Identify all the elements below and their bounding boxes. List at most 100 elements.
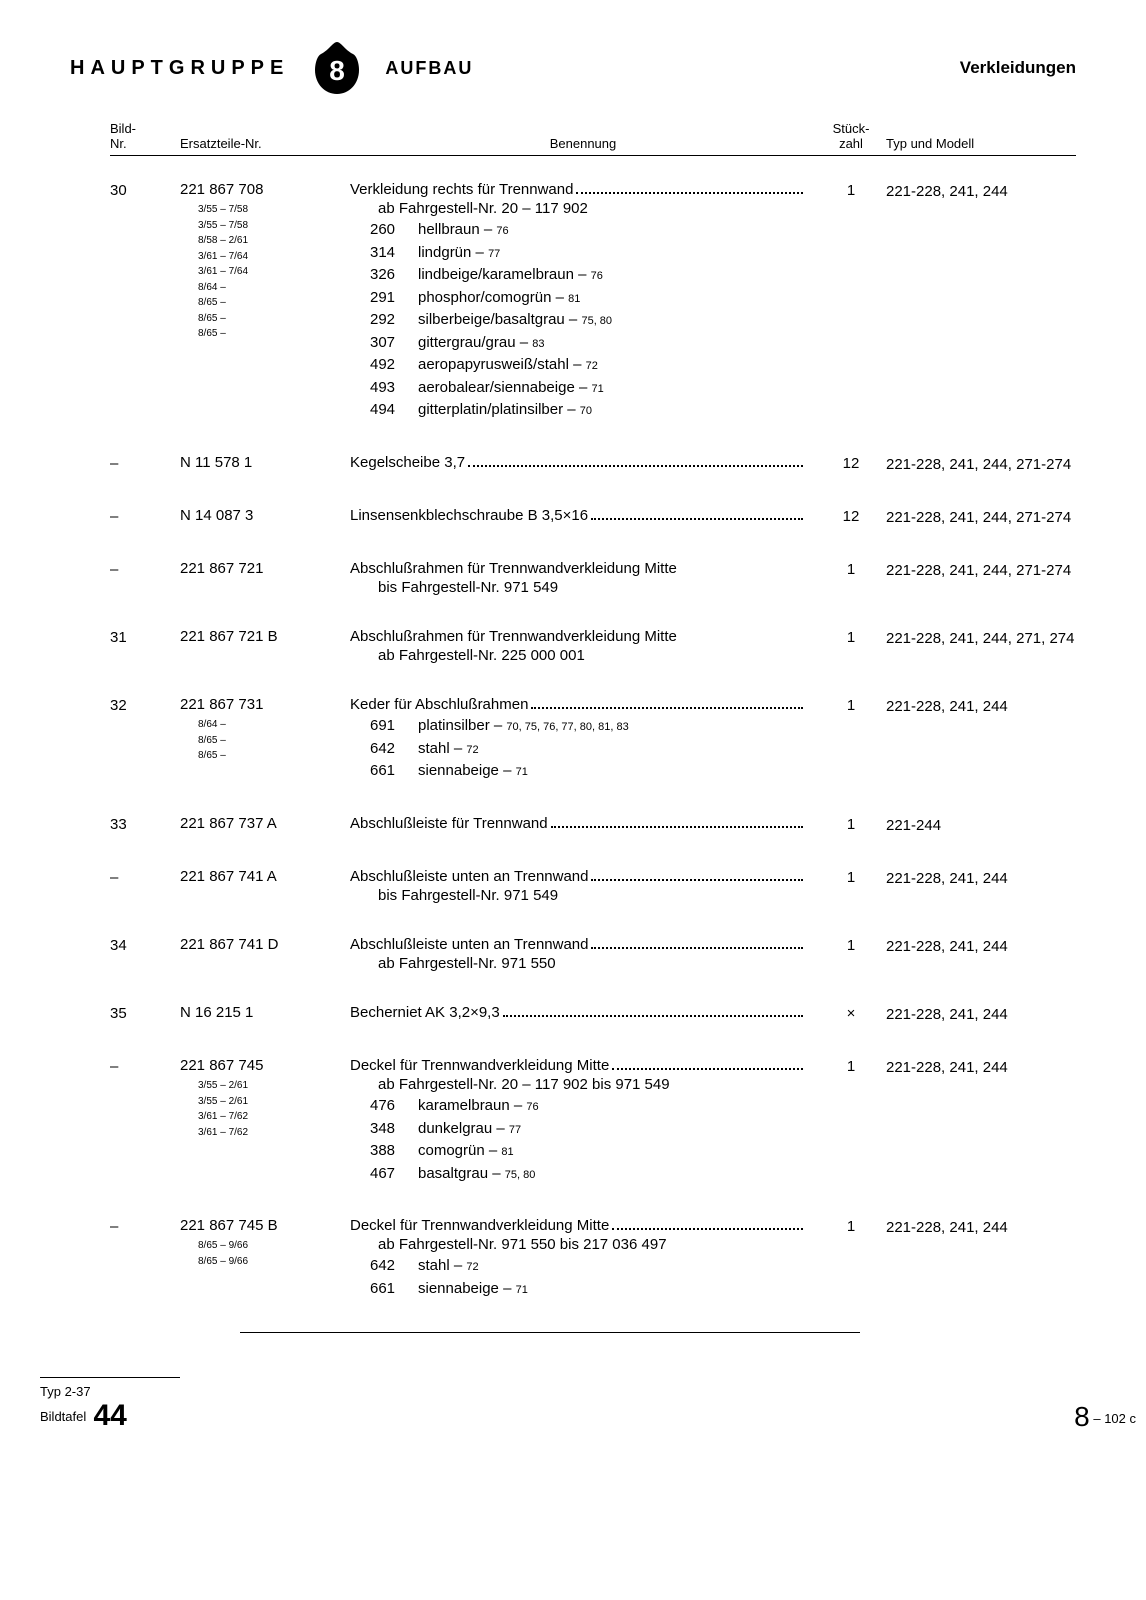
stueckzahl: 1 (816, 868, 886, 904)
bild-nr: 31 (110, 628, 180, 664)
stueckzahl: 1 (816, 181, 886, 422)
color-code: 314 (370, 242, 418, 265)
ben-subs: 260hellbraun – 76314lindgrün – 77326lind… (350, 219, 806, 422)
footer-right: 8 – 102 c (1074, 1401, 1136, 1433)
table-row: 31221 867 721 BAbschlußrahmen für Trennw… (110, 628, 1076, 664)
color-desc: siennabeige – 71 (418, 1278, 528, 1301)
ersatzteile: 221 867 741 D (180, 936, 350, 972)
color-code: 307 (370, 332, 418, 355)
color-code: 291 (370, 287, 418, 310)
ben-text: Abschlußleiste unten an Trennwand (350, 868, 588, 885)
stueckzahl: × (816, 1004, 886, 1025)
col-stk: Stück-zahl (816, 121, 886, 151)
ersatzteile: 221 867 741 A (180, 868, 350, 904)
ben-sub-row: 691platinsilber – 70, 75, 76, 77, 80, 81… (370, 715, 806, 738)
color-code: 292 (370, 309, 418, 332)
ers-main: 221 867 741 D (180, 936, 350, 953)
benennung: Abschlußleiste unten an Trennwandab Fahr… (350, 936, 816, 972)
color-desc: siennabeige – 71 (418, 760, 528, 783)
ben-sub-row: 388comogrün – 81 (370, 1140, 806, 1163)
ersatzteile: 221 867 7083/55 – 7/583/55 – 7/588/58 – … (180, 181, 350, 422)
benennung: Abschlußleiste für Trennwand (350, 815, 816, 836)
ben-sub-row: 492aeropapyrusweiß/stahl – 72 (370, 354, 806, 377)
color-code: 661 (370, 1278, 418, 1301)
color-code: 661 (370, 760, 418, 783)
ben-sub-row: 348dunkelgrau – 77 (370, 1118, 806, 1141)
ben-subs: 476karamelbraun – 76348dunkelgrau – 7738… (350, 1095, 806, 1185)
ben-sub-row: 307gittergrau/grau – 83 (370, 332, 806, 355)
ben-text: Linsensenkblechschraube B 3,5×16 (350, 507, 588, 524)
footer-left: Typ 2-37 Bildtafel 44 (40, 1384, 127, 1433)
ersatzteile: N 16 215 1 (180, 1004, 350, 1025)
page-header: HAUPTGRUPPE 8 AUFBAU Verkleidungen (70, 40, 1076, 96)
ben-subs: 642stahl – 72661siennabeige – 71 (350, 1255, 806, 1300)
ben-sub-row: 292silberbeige/basaltgrau – 75, 80 (370, 309, 806, 332)
typ-modell: 221-228, 241, 244 (886, 1217, 1076, 1300)
ben-sub-row: 476karamelbraun – 76 (370, 1095, 806, 1118)
typ-modell: 221-228, 241, 244 (886, 696, 1076, 783)
ben-cont: bis Fahrgestell-Nr. 971 549 (350, 887, 806, 904)
ben-text: Abschlußleiste unten an Trennwand (350, 936, 588, 953)
table-row: 33221 867 737 AAbschlußleiste für Trennw… (110, 815, 1076, 836)
typ-modell: 221-228, 241, 244, 271-274 (886, 560, 1076, 596)
stueckzahl: 12 (816, 507, 886, 528)
dots (503, 1015, 803, 1017)
ben-text: Kegelscheibe 3,7 (350, 454, 465, 471)
color-desc: stahl – 72 (418, 738, 479, 761)
ben-cont: ab Fahrgestell-Nr. 20 – 117 902 bis 971 … (350, 1076, 806, 1093)
bild-nr: – (110, 454, 180, 475)
color-desc: silberbeige/basaltgrau – 75, 80 (418, 309, 612, 332)
ben-main: Kegelscheibe 3,7 (350, 454, 806, 471)
color-desc: phosphor/comogrün – 81 (418, 287, 580, 310)
ben-sub-row: 494gitterplatin/platinsilber – 70 (370, 399, 806, 422)
benennung: Abschlußrahmen für Trennwandverkleidung … (350, 560, 816, 596)
stueckzahl: 12 (816, 454, 886, 475)
ers-subs: 8/64 –8/65 –8/65 – (180, 717, 350, 764)
ers-main: 221 867 745 (180, 1057, 350, 1074)
ers-main: 221 867 721 B (180, 628, 350, 645)
ben-main: Linsensenkblechschraube B 3,5×16 (350, 507, 806, 524)
dots (591, 947, 803, 949)
ben-cont: ab Fahrgestell-Nr. 20 – 117 902 (350, 200, 806, 217)
stueckzahl: 1 (816, 1217, 886, 1300)
footer-typ: Typ 2-37 (40, 1384, 127, 1399)
color-desc: gitterplatin/platinsilber – 70 (418, 399, 592, 422)
ben-main: Keder für Abschlußrahmen (350, 696, 806, 713)
benennung: Deckel für Trennwandverkleidung Mitteab … (350, 1217, 816, 1300)
ben-main: Verkleidung rechts für Trennwand (350, 181, 806, 198)
footer-big8: 8 (1074, 1401, 1090, 1432)
ers-main: N 14 087 3 (180, 507, 350, 524)
ben-sub-row: 661siennabeige – 71 (370, 1278, 806, 1301)
table-row: –221 867 7453/55 – 2/613/55 – 2/613/61 –… (110, 1057, 1076, 1185)
color-desc: karamelbraun – 76 (418, 1095, 539, 1118)
ers-subs: 3/55 – 2/613/55 – 2/613/61 – 7/623/61 – … (180, 1078, 350, 1140)
ers-main: N 11 578 1 (180, 454, 350, 471)
badge-number: 8 (330, 55, 346, 86)
ben-main: Abschlußrahmen für Trennwandverkleidung … (350, 628, 806, 645)
typ-modell: 221-228, 241, 244 (886, 1004, 1076, 1025)
bild-nr: 30 (110, 181, 180, 422)
bildtafel-num: 44 (93, 1399, 126, 1432)
ben-main: Abschlußrahmen für Trennwandverkleidung … (350, 560, 806, 577)
color-desc: lindbeige/karamelbraun – 76 (418, 264, 603, 287)
ben-main: Becherniet AK 3,2×9,3 (350, 1004, 806, 1021)
ersatzteile: N 11 578 1 (180, 454, 350, 475)
benennung: Keder für Abschlußrahmen 691platinsilber … (350, 696, 816, 783)
benennung: Linsensenkblechschraube B 3,5×16 (350, 507, 816, 528)
table-row: –N 11 578 1Kegelscheibe 3,712221-228, 24… (110, 454, 1076, 475)
ben-cont: ab Fahrgestell-Nr. 971 550 bis 217 036 4… (350, 1236, 806, 1253)
ersatzteile: 221 867 721 (180, 560, 350, 596)
thin-rule (40, 1377, 180, 1378)
color-desc: aerobalear/siennabeige – 71 (418, 377, 604, 400)
color-code: 260 (370, 219, 418, 242)
color-desc: dunkelgrau – 77 (418, 1118, 521, 1141)
ers-main: 221 867 708 (180, 181, 350, 198)
color-code: 493 (370, 377, 418, 400)
stueckzahl: 1 (816, 815, 886, 836)
table-row: –221 867 741 AAbschlußleiste unten an Tr… (110, 868, 1076, 904)
typ-modell: 221-244 (886, 815, 1076, 836)
ben-sub-row: 642stahl – 72 (370, 738, 806, 761)
ers-main: 221 867 731 (180, 696, 350, 713)
ben-sub-row: 661siennabeige – 71 (370, 760, 806, 783)
ben-sub-row: 291phosphor/comogrün – 81 (370, 287, 806, 310)
